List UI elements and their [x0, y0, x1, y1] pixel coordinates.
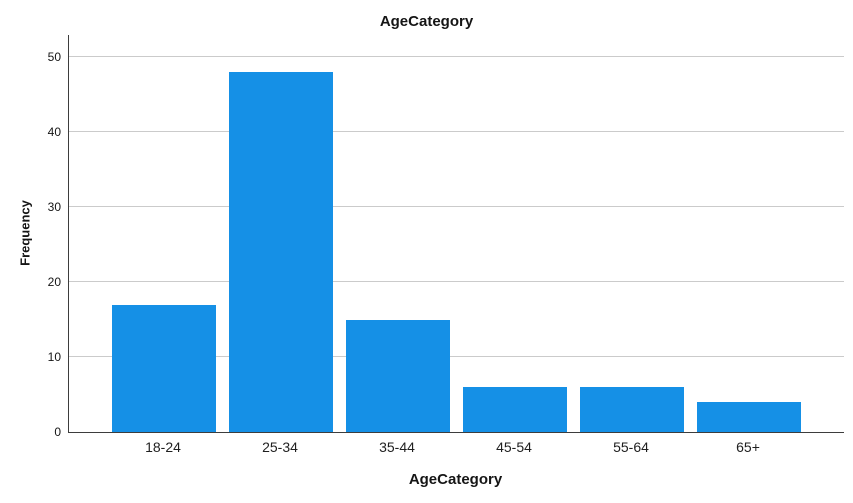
- x-axis-title: AgeCategory: [408, 471, 503, 488]
- x-tick-label-18-24: 18-24: [145, 439, 181, 455]
- gridline-30: [69, 206, 844, 208]
- y-tick-label-20: 20: [47, 275, 61, 290]
- y-tick-label-10: 10: [47, 350, 61, 365]
- bar-45-54: [463, 387, 567, 432]
- x-tick-label-45-54: 45-54: [496, 439, 532, 455]
- x-tick-label-35-44: 35-44: [379, 439, 415, 455]
- gridline-20: [69, 281, 844, 283]
- bar-18-24: [112, 304, 216, 432]
- y-tick-label-0: 0: [54, 425, 61, 439]
- x-tick-label-25-34: 25-34: [262, 439, 298, 455]
- bar-65+: [697, 402, 801, 432]
- y-tick-label-50: 50: [47, 50, 61, 65]
- gridline-40: [69, 131, 844, 133]
- x-tick-label-55-64: 55-64: [613, 439, 649, 455]
- chart-title: AgeCategory: [379, 13, 474, 30]
- gridline-10: [69, 356, 844, 358]
- bar-25-34: [229, 72, 333, 432]
- gridline-50: [69, 56, 844, 58]
- bar-35-44: [346, 319, 450, 432]
- y-tick-label-30: 30: [47, 200, 61, 215]
- bar-55-64: [580, 387, 684, 432]
- plot-area: [68, 35, 844, 433]
- y-tick-label-40: 40: [47, 125, 61, 140]
- x-tick-label-65+: 65+: [736, 439, 760, 455]
